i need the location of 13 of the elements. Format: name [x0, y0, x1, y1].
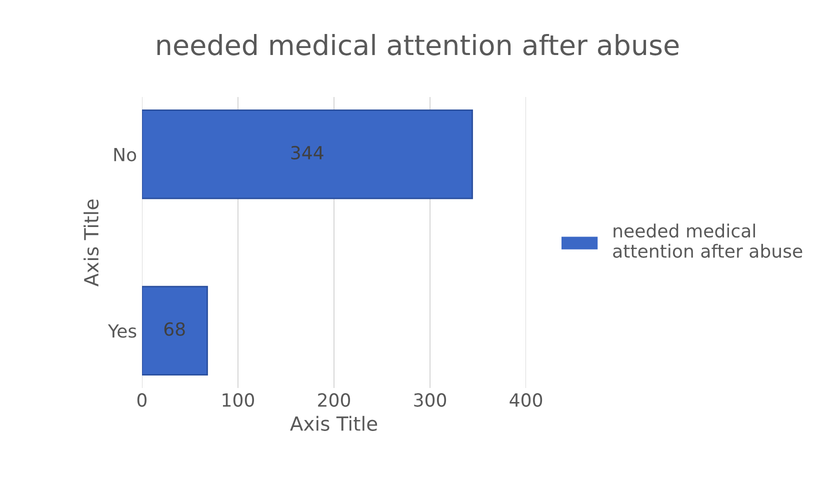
x-tick-label: 400 [510, 393, 542, 407]
x-tick-label: 0 [137, 393, 146, 407]
chart-title: needed medical attention after abuse [157, 34, 679, 56]
y-tick-label: Yes [108, 324, 136, 338]
y-axis-title: Axis Title [84, 199, 99, 286]
x-axis-title: Axis Title [290, 416, 378, 431]
y-tick-label: No [114, 148, 136, 162]
data-label: 68 [164, 322, 185, 336]
data-label: 344 [291, 146, 324, 160]
x-tick-label: 300 [414, 393, 446, 407]
x-tick-label: 200 [318, 393, 350, 407]
legend-label: needed medical attention after abuse [613, 224, 802, 258]
x-tick-label: 100 [222, 393, 254, 407]
